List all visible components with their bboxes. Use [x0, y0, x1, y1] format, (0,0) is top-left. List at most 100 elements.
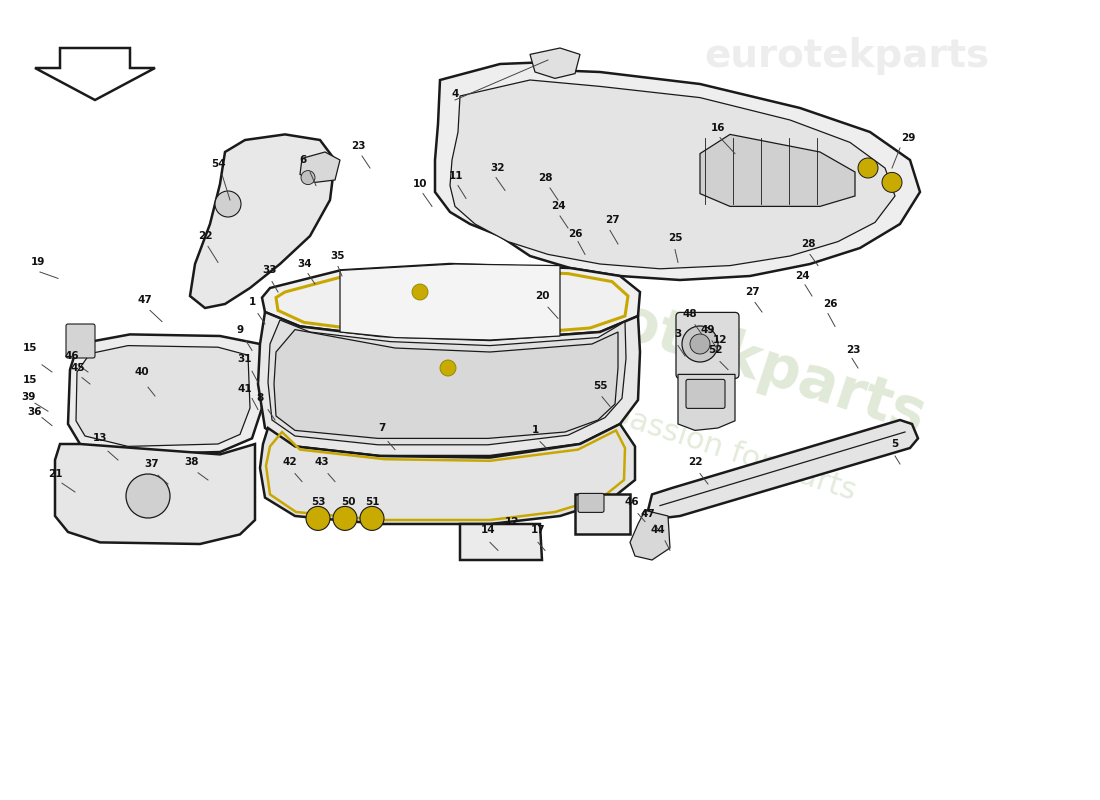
Polygon shape [648, 420, 918, 518]
Text: 37: 37 [145, 459, 160, 469]
Text: 44: 44 [650, 525, 666, 534]
Text: 19: 19 [31, 258, 45, 267]
Polygon shape [575, 494, 630, 534]
Text: 15: 15 [23, 343, 37, 353]
Text: 31: 31 [238, 354, 252, 364]
Text: 26: 26 [568, 229, 582, 238]
Polygon shape [260, 424, 635, 524]
Text: 1: 1 [531, 426, 539, 435]
Text: 7: 7 [378, 423, 386, 433]
Text: 40: 40 [134, 367, 150, 377]
Polygon shape [700, 134, 855, 206]
Text: 12: 12 [505, 517, 519, 526]
Polygon shape [530, 48, 580, 78]
Text: 6: 6 [299, 155, 307, 165]
Polygon shape [434, 62, 920, 280]
Text: 25: 25 [668, 234, 682, 243]
Text: 51: 51 [365, 498, 380, 507]
Text: 23: 23 [846, 346, 860, 355]
FancyBboxPatch shape [676, 313, 739, 378]
Text: 28: 28 [538, 173, 552, 182]
Circle shape [440, 360, 456, 376]
Text: 24: 24 [551, 202, 565, 211]
Polygon shape [300, 152, 340, 182]
Text: 53: 53 [310, 498, 326, 507]
Text: 46: 46 [65, 351, 79, 361]
Text: 42: 42 [283, 458, 297, 467]
Polygon shape [262, 264, 640, 340]
Text: a passion for parts: a passion for parts [580, 390, 860, 506]
Text: 9: 9 [236, 325, 243, 334]
Text: 36: 36 [28, 407, 42, 417]
Circle shape [126, 474, 170, 518]
Text: 23: 23 [351, 141, 365, 150]
Text: 43: 43 [315, 458, 329, 467]
Text: 35: 35 [331, 251, 345, 261]
Text: 26: 26 [823, 299, 837, 309]
Text: 50: 50 [341, 498, 355, 507]
Text: 34: 34 [298, 259, 312, 269]
Text: 1: 1 [249, 298, 255, 307]
Text: 52: 52 [707, 346, 723, 355]
Text: 10: 10 [412, 179, 427, 189]
Polygon shape [76, 346, 250, 446]
Circle shape [214, 191, 241, 217]
Text: 12: 12 [713, 335, 727, 345]
FancyBboxPatch shape [578, 494, 604, 513]
Circle shape [333, 506, 358, 530]
Text: 11: 11 [449, 171, 463, 181]
Polygon shape [258, 312, 640, 456]
Circle shape [858, 158, 878, 178]
Polygon shape [340, 264, 560, 340]
FancyBboxPatch shape [686, 379, 725, 408]
Text: 22: 22 [688, 458, 702, 467]
Text: 24: 24 [794, 271, 810, 281]
Text: 55: 55 [593, 381, 607, 390]
Text: 5: 5 [891, 439, 899, 449]
Text: 22: 22 [198, 231, 212, 241]
Polygon shape [678, 374, 735, 430]
Text: 3: 3 [674, 330, 682, 339]
Circle shape [301, 170, 315, 185]
Text: 15: 15 [23, 375, 37, 385]
Text: 27: 27 [745, 287, 759, 297]
Polygon shape [68, 334, 262, 454]
Circle shape [690, 334, 710, 354]
Text: 47: 47 [138, 295, 153, 305]
Text: 20: 20 [535, 291, 549, 301]
Text: 27: 27 [605, 215, 619, 225]
Text: 46: 46 [625, 498, 639, 507]
Text: 39: 39 [21, 392, 35, 402]
Circle shape [360, 506, 384, 530]
Text: 47: 47 [640, 509, 656, 518]
Text: 13: 13 [92, 434, 108, 443]
Polygon shape [268, 320, 626, 445]
Polygon shape [450, 80, 895, 269]
Circle shape [306, 506, 330, 530]
Text: 28: 28 [801, 239, 815, 249]
Text: 49: 49 [701, 325, 715, 334]
Text: 54: 54 [211, 159, 226, 169]
Circle shape [412, 284, 428, 300]
FancyBboxPatch shape [66, 324, 95, 358]
Text: 29: 29 [901, 133, 915, 142]
Text: 41: 41 [238, 384, 252, 394]
Text: 32: 32 [491, 163, 505, 173]
Text: 16: 16 [711, 123, 725, 133]
Text: 4: 4 [451, 90, 459, 99]
Polygon shape [274, 330, 618, 438]
Text: 14: 14 [481, 525, 495, 534]
Text: 8: 8 [256, 394, 264, 403]
Circle shape [682, 326, 718, 362]
Text: eurotekparts: eurotekparts [507, 258, 933, 446]
Text: eurotekparts: eurotekparts [705, 37, 990, 75]
Polygon shape [630, 510, 670, 560]
Text: 21: 21 [47, 469, 63, 478]
Text: 17: 17 [530, 525, 546, 534]
Text: 48: 48 [683, 309, 697, 318]
Polygon shape [190, 134, 336, 308]
Polygon shape [55, 444, 255, 544]
Text: 38: 38 [185, 457, 199, 466]
Text: 45: 45 [70, 363, 86, 373]
Text: 33: 33 [263, 266, 277, 275]
